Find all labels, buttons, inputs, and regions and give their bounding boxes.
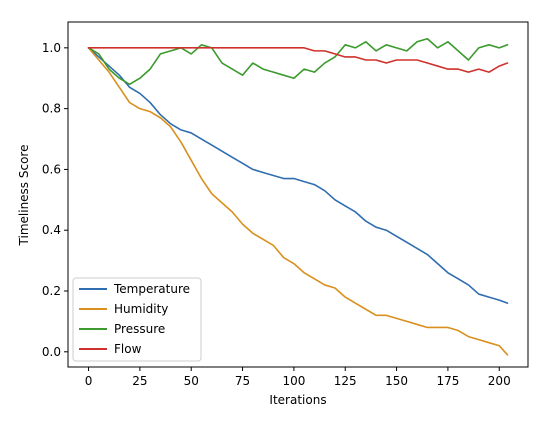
legend-label-temperature: Temperature	[113, 282, 190, 296]
x-tick-label: 200	[488, 374, 511, 388]
y-tick-label: 0.8	[42, 102, 61, 116]
series-line-flow	[87, 47, 509, 73]
x-tick-label: 75	[235, 374, 250, 388]
x-tick-label: 175	[436, 374, 459, 388]
axes-frame	[67, 21, 529, 368]
legend-label-flow: Flow	[114, 342, 142, 356]
y-axis-label: Timeliness Score	[17, 145, 31, 247]
legend-label-pressure: Pressure	[114, 322, 165, 336]
x-tick-label: 125	[334, 374, 357, 388]
x-tick-label: 0	[85, 374, 93, 388]
y-tick-label: 0.6	[42, 162, 61, 176]
x-axis: 0 25 50 75 100 125 150 175 200	[85, 367, 511, 388]
x-tick-label: 50	[184, 374, 199, 388]
series-layer	[87, 37, 509, 356]
x-tick-label: 100	[282, 374, 305, 388]
y-axis: 0.0 0.2 0.4 0.6 0.8 1.0	[42, 41, 68, 359]
x-axis-label: Iterations	[269, 393, 326, 407]
y-tick-label: 0.0	[42, 345, 61, 359]
series-line-pressure	[87, 37, 509, 86]
legend: Temperature Humidity Pressure Flow	[72, 277, 202, 362]
legend-box	[72, 277, 202, 362]
series-line-humidity	[87, 47, 509, 356]
x-tick-label: 150	[385, 374, 408, 388]
series-line-temperature	[87, 47, 509, 304]
plot-area	[67, 21, 529, 368]
y-tick-label: 0.4	[42, 223, 61, 237]
y-tick-label: 0.2	[42, 284, 61, 298]
y-tick-label: 1.0	[42, 41, 61, 55]
x-tick-label: 25	[132, 374, 147, 388]
legend-label-humidity: Humidity	[114, 302, 168, 316]
